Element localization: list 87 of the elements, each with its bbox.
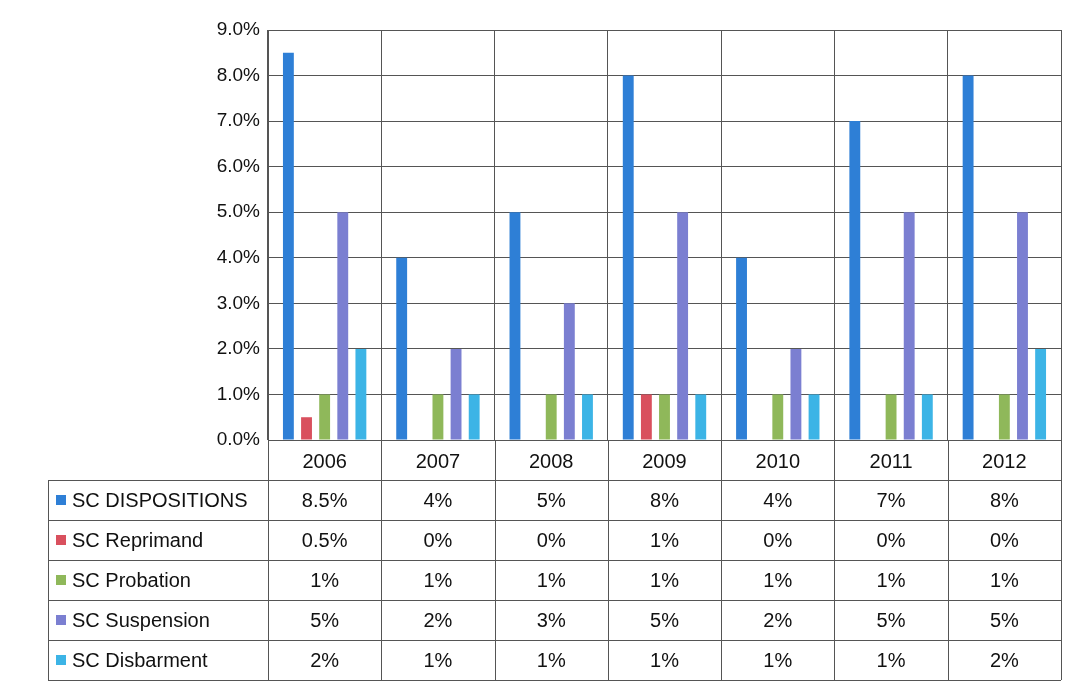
data-label: 0% xyxy=(763,528,793,551)
x-tick-label: 2007 xyxy=(415,449,461,472)
x-tick-label: 2008 xyxy=(528,449,574,472)
y-tick-label: 2.0% xyxy=(216,337,261,359)
y-tick-label: 5.0% xyxy=(216,200,261,222)
data-label: 1% xyxy=(423,568,453,591)
legend-label: SC Reprimand xyxy=(72,528,204,551)
data-label: 2% xyxy=(423,608,453,631)
x-tick-label: 2010 xyxy=(755,449,801,472)
data-label: 1% xyxy=(423,648,453,671)
y-tick-label: 9.0% xyxy=(216,18,261,40)
bar xyxy=(736,257,747,440)
bar xyxy=(582,394,593,440)
data-label: 3% xyxy=(536,608,566,631)
data-label: 4% xyxy=(423,488,453,511)
data-label: 1% xyxy=(763,568,793,591)
data-label: 1% xyxy=(650,648,680,671)
bar xyxy=(695,394,707,440)
data-label: 4% xyxy=(763,488,793,511)
x-tick-label: 2012 xyxy=(982,449,1027,472)
data-label: 1% xyxy=(876,648,906,671)
y-tick-label: 4.0% xyxy=(216,246,261,268)
data-label: 1% xyxy=(763,648,793,671)
data-label: 0% xyxy=(536,528,566,551)
bar xyxy=(1035,348,1047,440)
data-label: 5% xyxy=(536,488,566,511)
bar xyxy=(396,257,408,440)
data-label: 5% xyxy=(650,608,680,631)
bar xyxy=(319,394,331,440)
y-tick-label: 6.0% xyxy=(216,154,261,176)
data-label: 2% xyxy=(763,608,793,631)
data-label: 1% xyxy=(650,568,680,591)
legend-label: SC DISPOSITIONS xyxy=(72,488,248,511)
data-label: 0.5% xyxy=(301,528,348,551)
y-tick-label: 0.0% xyxy=(216,428,261,450)
data-label: 2% xyxy=(310,648,340,671)
data-label: 1% xyxy=(989,568,1020,591)
data-label: 1% xyxy=(876,568,906,591)
bar xyxy=(849,121,861,440)
data-label: 8% xyxy=(989,488,1020,511)
bar xyxy=(640,394,652,440)
legend-label: SC Suspension xyxy=(72,608,210,631)
legend-label: SC Probation xyxy=(72,568,191,591)
legend-label: SC Disbarment xyxy=(72,648,209,671)
bar xyxy=(450,348,462,440)
bar xyxy=(790,348,802,440)
data-label: 5% xyxy=(989,608,1020,631)
bar xyxy=(885,394,897,440)
x-tick-label: 2011 xyxy=(869,449,913,472)
bar xyxy=(903,212,915,440)
bar xyxy=(677,212,689,440)
x-tick-label: 2009 xyxy=(642,449,687,472)
bar xyxy=(998,394,1010,440)
data-label: 5% xyxy=(310,608,340,631)
bar xyxy=(355,348,367,440)
bar xyxy=(301,417,312,440)
data-label: 8.5% xyxy=(301,488,348,511)
bar xyxy=(772,394,784,440)
bar xyxy=(808,394,820,440)
data-label: 1% xyxy=(536,568,566,591)
bar xyxy=(432,394,444,440)
data-label: 1% xyxy=(310,568,340,591)
x-tick-label: 2006 xyxy=(302,449,347,472)
y-tick-label: 8.0% xyxy=(216,63,261,85)
bar xyxy=(509,212,521,440)
data-label: 7% xyxy=(876,488,906,511)
data-label: 2% xyxy=(989,648,1020,671)
bar xyxy=(622,75,634,440)
y-tick-label: 3.0% xyxy=(216,291,261,313)
data-label: 0% xyxy=(989,528,1020,551)
bar xyxy=(468,394,480,440)
data-label: 8% xyxy=(650,488,680,511)
bar xyxy=(563,303,575,440)
y-tick-label: 1.0% xyxy=(216,382,261,404)
y-tick-label: 7.0% xyxy=(216,109,261,131)
bar xyxy=(921,394,933,440)
data-label: 1% xyxy=(650,528,680,551)
bar xyxy=(962,75,974,440)
data-label: 5% xyxy=(876,608,906,631)
bar xyxy=(337,212,349,440)
bar xyxy=(282,52,294,440)
bar xyxy=(1017,212,1028,440)
bar xyxy=(545,394,557,440)
data-label: 0% xyxy=(876,528,906,551)
data-label: 0% xyxy=(423,528,453,551)
data-label: 1% xyxy=(536,648,566,671)
bar xyxy=(659,394,670,440)
